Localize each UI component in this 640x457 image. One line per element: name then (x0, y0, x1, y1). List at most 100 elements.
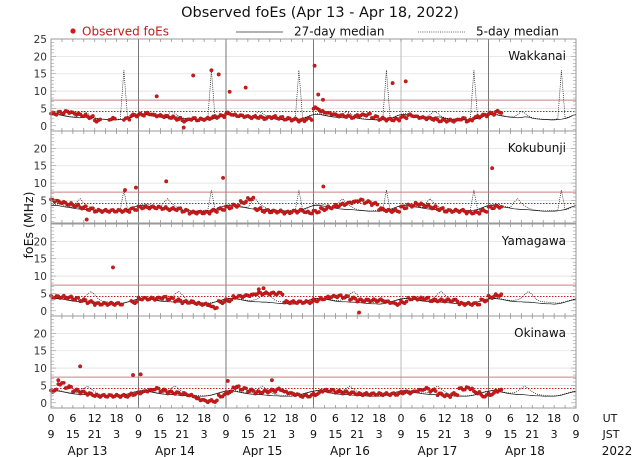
x-tick-label-ut: 0 (48, 412, 55, 425)
observed-point (266, 208, 270, 212)
legend-observed-label: Observed foEs (82, 25, 169, 39)
observed-point (91, 206, 95, 211)
x-tick-label-jst: 9 (573, 428, 580, 441)
observed-point (163, 388, 168, 393)
y-tick-label: 10 (34, 271, 47, 283)
observed-point (178, 115, 183, 120)
observed-point (142, 113, 146, 118)
observed-point (324, 207, 329, 211)
observed-point (215, 398, 219, 403)
x-tick-label-ut: 12 (525, 412, 539, 425)
day-label: Apr 13 (68, 444, 108, 457)
observed-point (360, 198, 365, 202)
observed-point (156, 386, 161, 391)
x-tick-label-ut: 6 (157, 412, 164, 425)
observed-point (375, 202, 380, 207)
legend: Observed foEs 27-day median 5-day median (70, 25, 559, 39)
observed-point (426, 386, 431, 391)
x-tick-label-ut: 0 (223, 412, 230, 425)
observed-point (215, 305, 219, 310)
observed-point (127, 210, 132, 214)
observed-point (499, 387, 504, 392)
observed-point (127, 117, 132, 122)
observed-point (229, 297, 234, 302)
observed-outlier-point (390, 81, 395, 86)
year-label: 2022 (602, 444, 633, 457)
observed-outlier-point (209, 68, 214, 73)
x-tick-label-jst: 15 (66, 428, 80, 441)
observed-point (185, 208, 190, 213)
y-tick-label: 10 (34, 178, 47, 190)
y-tick-label: 20 (34, 236, 47, 248)
observed-point (433, 389, 438, 393)
observed-point (368, 200, 372, 205)
observed-point (54, 387, 59, 392)
observed-point (54, 112, 59, 117)
x-tick-label-ut: 0 (310, 412, 317, 425)
x-tick-label-jst: 21 (525, 428, 539, 441)
day-label: Apr 14 (155, 444, 195, 457)
observed-point (83, 298, 88, 302)
observed-point (251, 195, 256, 200)
y-tick-label: 0 (40, 121, 47, 133)
observed-outlier-point (181, 125, 186, 130)
observed-point (222, 115, 227, 120)
observed-point (448, 395, 453, 399)
x-tick-label-jst: 9 (485, 428, 492, 441)
observed-point (61, 380, 66, 385)
day-label: Apr 18 (505, 444, 545, 457)
x-tick-label-ut: 18 (110, 412, 124, 425)
observed-point (222, 208, 227, 212)
observed-outlier-point (261, 286, 266, 291)
x-tick-label-ut: 12 (438, 412, 452, 425)
observed-point (163, 294, 168, 299)
observed-point (120, 302, 124, 307)
observed-point (236, 203, 241, 208)
observed-outlier-point (321, 97, 325, 102)
observed-point (134, 208, 139, 212)
x-tick-label-jst: 21 (438, 428, 452, 441)
observed-point (134, 299, 139, 304)
x-tick-label-ut: 6 (332, 412, 339, 425)
y-tick-label: 15 (34, 69, 47, 81)
observed-point (433, 204, 438, 209)
observed-point (69, 294, 73, 299)
observed-outlier-point (312, 63, 317, 68)
observed-point (112, 116, 117, 121)
observed-outlier-point (269, 378, 274, 383)
station-label: Okinawa (514, 326, 566, 340)
observed-point (404, 116, 409, 121)
day-label: Apr 15 (243, 444, 283, 457)
observed-point (499, 204, 504, 209)
observed-point (244, 386, 248, 391)
jst-label: JST (602, 428, 620, 441)
observed-point (462, 116, 467, 121)
x-tick-label-ut: 18 (460, 412, 474, 425)
y-tick-label: 15 (34, 346, 47, 358)
observed-point (258, 206, 263, 210)
y-tick-label: 10 (34, 363, 47, 375)
x-tick-label-ut: 0 (573, 412, 580, 425)
observed-point (353, 296, 358, 301)
observed-outlier-point (164, 179, 169, 184)
observed-outlier-point (56, 378, 61, 383)
observed-point (375, 114, 380, 119)
x-tick-label-jst: 3 (376, 428, 383, 441)
y-tick-label: 20 (34, 51, 47, 63)
y-tick-label: 20 (34, 328, 47, 340)
observed-outlier-point (490, 166, 495, 171)
x-tick-label-jst: 3 (551, 428, 558, 441)
y-tick-label: 0 (40, 213, 47, 225)
x-tick-label-jst: 21 (263, 428, 277, 441)
x-tick-label-ut: 0 (398, 412, 405, 425)
x-tick-label-ut: 0 (135, 412, 142, 425)
y-tick-label: 5 (40, 288, 47, 300)
x-tick-label-jst: 9 (310, 428, 317, 441)
observed-point (455, 299, 460, 304)
observed-point (193, 116, 197, 120)
observed-outlier-point (131, 373, 135, 377)
observed-point (236, 384, 241, 389)
day-label: Apr 16 (330, 444, 370, 457)
observed-point (222, 300, 227, 304)
